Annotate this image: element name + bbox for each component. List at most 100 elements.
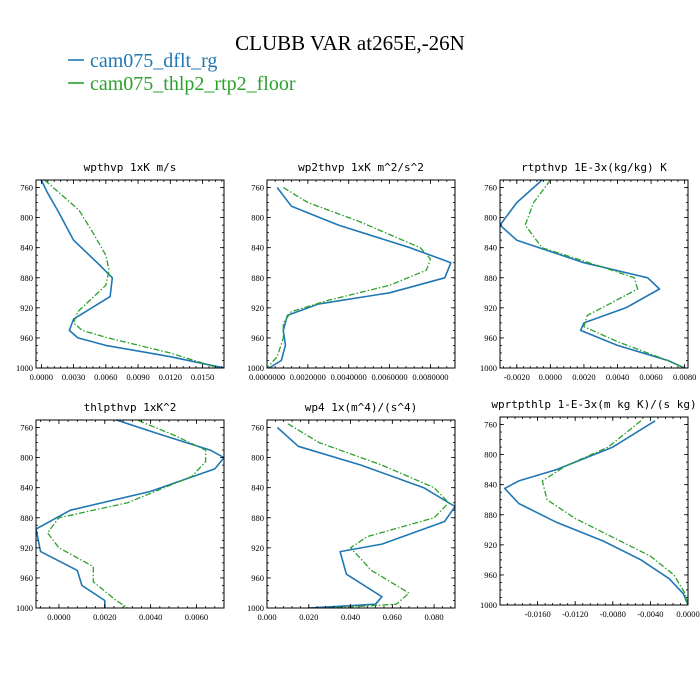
plot-frame xyxy=(35,179,225,369)
x-tick-label: 0.0060 xyxy=(94,372,117,382)
legend: cam075_dflt_rg cam075_thlp2_rtp2_floor xyxy=(68,50,296,95)
y-tick-label: 760 xyxy=(20,423,33,433)
y-tick-label: 960 xyxy=(20,573,33,583)
panel-title: thlpthvp 1xK^2 xyxy=(84,401,177,414)
panel-title: rtpthvp 1E-3x(kg/kg) K xyxy=(521,161,667,174)
panel-2: wp2thvp 1xK m^2/s^2 760 800 840 880 920 960 100… xyxy=(247,161,456,382)
y-tick-label: 840 xyxy=(20,483,33,493)
y-tick-label: 920 xyxy=(251,303,264,313)
series-line-thlp2-rtp2-floor xyxy=(267,186,432,368)
x-tick-label: 0.040 xyxy=(341,612,360,622)
y-tick-label: 760 xyxy=(251,183,264,193)
y-tick-label: 960 xyxy=(484,333,497,343)
series-line-thlp2-rtp2-floor xyxy=(541,420,688,605)
y-tick-label: 1000 xyxy=(247,603,264,613)
panels-group: wpthvp 1xK m/s76080084088092096010000.00… xyxy=(16,161,700,622)
y-tick-label: 760 xyxy=(484,183,497,193)
x-tick-label: 0.0060 xyxy=(185,612,208,622)
series-line-dflt-rg xyxy=(500,180,685,368)
y-tick-label: 800 xyxy=(20,213,33,223)
y-tick-label: 1000 xyxy=(247,363,264,373)
x-tick-label: -0.0080 xyxy=(600,609,626,619)
x-tick-label: 0.0120 xyxy=(159,372,182,382)
x-tick-label: 0.020 xyxy=(299,612,318,622)
y-tick-label: 1000 xyxy=(480,363,497,373)
y-tick-label: 840 xyxy=(484,243,497,253)
x-tick-label: 0.0000000 xyxy=(249,372,285,382)
x-tick-label: 0.0060000 xyxy=(372,372,408,382)
y-tick-label: 880 xyxy=(251,273,264,283)
y-tick-label: 880 xyxy=(251,513,264,523)
panel-title: wprtpthlp 1-E-3x(m kg K)/(s kg) xyxy=(491,398,696,411)
y-tick-label: 800 xyxy=(251,213,264,223)
series-line-dflt-rg xyxy=(40,180,224,368)
y-tick-label: 880 xyxy=(20,513,33,523)
series-line-dflt-rg xyxy=(36,420,224,608)
x-tick-label: 0.0000 xyxy=(539,372,562,382)
y-tick-label: 960 xyxy=(484,570,497,580)
x-tick-label: 0.0000 xyxy=(47,612,70,622)
x-tick-label: 0.0090 xyxy=(126,372,149,382)
panel-5: wp4 1x(m^4)/(s^4)76080084088092096010000… xyxy=(247,401,456,622)
y-tick-label: 800 xyxy=(251,453,264,463)
y-tick-label: 1000 xyxy=(480,600,497,610)
y-tick-label: 760 xyxy=(251,423,264,433)
panel-1: wpthvp 1xK m/s76080084088092096010000.00… xyxy=(16,161,225,382)
y-tick-label: 760 xyxy=(484,420,497,430)
y-tick-label: 920 xyxy=(20,543,33,553)
panel-3: rtpthvp 1E-3x(kg/kg) K 760 800 840 880 920 960… xyxy=(480,161,696,382)
panel-title: wp2thvp 1xK m^2/s^2 xyxy=(298,161,424,174)
panel-6: wprtpthlp 1-E-3x(m kg K)/(s kg) 760 800 840… xyxy=(480,398,700,619)
x-tick-label: 0.0060 xyxy=(639,372,662,382)
plot-frame xyxy=(266,419,456,609)
x-tick-label: 0.0080000 xyxy=(412,372,448,382)
series-line-thlp2-rtp2-floor xyxy=(44,180,219,368)
y-tick-label: 800 xyxy=(484,213,497,223)
y-tick-label: 920 xyxy=(484,303,497,313)
y-tick-label: 880 xyxy=(484,273,497,283)
y-tick-label: 960 xyxy=(20,333,33,343)
legend-label-dflt-rg: cam075_dflt_rg xyxy=(90,50,217,72)
y-tick-label: 800 xyxy=(484,450,497,460)
x-tick-label: 0.0020 xyxy=(572,372,595,382)
plot-frame xyxy=(499,179,689,369)
panel-4: thlpthvp 1xK^2 760 800 840 880 920 960 1000 0.00… xyxy=(16,401,225,622)
x-tick-label: 0.0000 xyxy=(30,372,53,382)
panel-title: wp4 1x(m^4)/(s^4) xyxy=(305,401,418,414)
x-tick-label: -0.0040 xyxy=(637,609,663,619)
series-line-thlp2-rtp2-floor xyxy=(287,423,450,608)
x-tick-label: 0.0040000 xyxy=(331,372,367,382)
y-tick-label: 840 xyxy=(20,243,33,253)
x-tick-label: 0.0000 xyxy=(676,609,699,619)
y-tick-label: 920 xyxy=(251,543,264,553)
x-tick-label: 0.0020 xyxy=(93,612,116,622)
legend-label-thlp2-rtp2-floor: cam075_thlp2_rtp2_floor xyxy=(90,73,296,95)
x-tick-label: -0.0160 xyxy=(524,609,550,619)
series-line-dflt-rg xyxy=(268,187,452,368)
x-tick-label: 0.0150 xyxy=(191,372,214,382)
y-tick-label: 880 xyxy=(484,510,497,520)
x-tick-label: 0.0020000 xyxy=(290,372,326,382)
plot-frame xyxy=(266,179,456,369)
y-tick-label: 1000 xyxy=(16,603,33,613)
x-tick-label: 0.0030 xyxy=(62,372,85,382)
x-tick-label: 0.0080 xyxy=(673,372,696,382)
x-tick-label: -0.0120 xyxy=(562,609,588,619)
series-line-dflt-rg xyxy=(276,426,455,608)
x-tick-label: 0.060 xyxy=(383,612,402,622)
plot-frame xyxy=(35,419,225,609)
x-tick-label: 0.000 xyxy=(257,612,276,622)
y-tick-label: 840 xyxy=(484,480,497,490)
x-tick-label: 0.0040 xyxy=(139,612,162,622)
y-tick-label: 800 xyxy=(20,453,33,463)
x-tick-label: 0.0040 xyxy=(606,372,629,382)
y-tick-label: 960 xyxy=(251,333,264,343)
y-tick-label: 840 xyxy=(251,243,264,253)
x-tick-label: -0.0020 xyxy=(504,372,530,382)
figure-title: CLUBB VAR at265E,-26N xyxy=(235,31,465,55)
plot-frame xyxy=(499,416,689,606)
y-tick-label: 920 xyxy=(484,540,497,550)
y-tick-label: 920 xyxy=(20,303,33,313)
y-tick-label: 880 xyxy=(20,273,33,283)
